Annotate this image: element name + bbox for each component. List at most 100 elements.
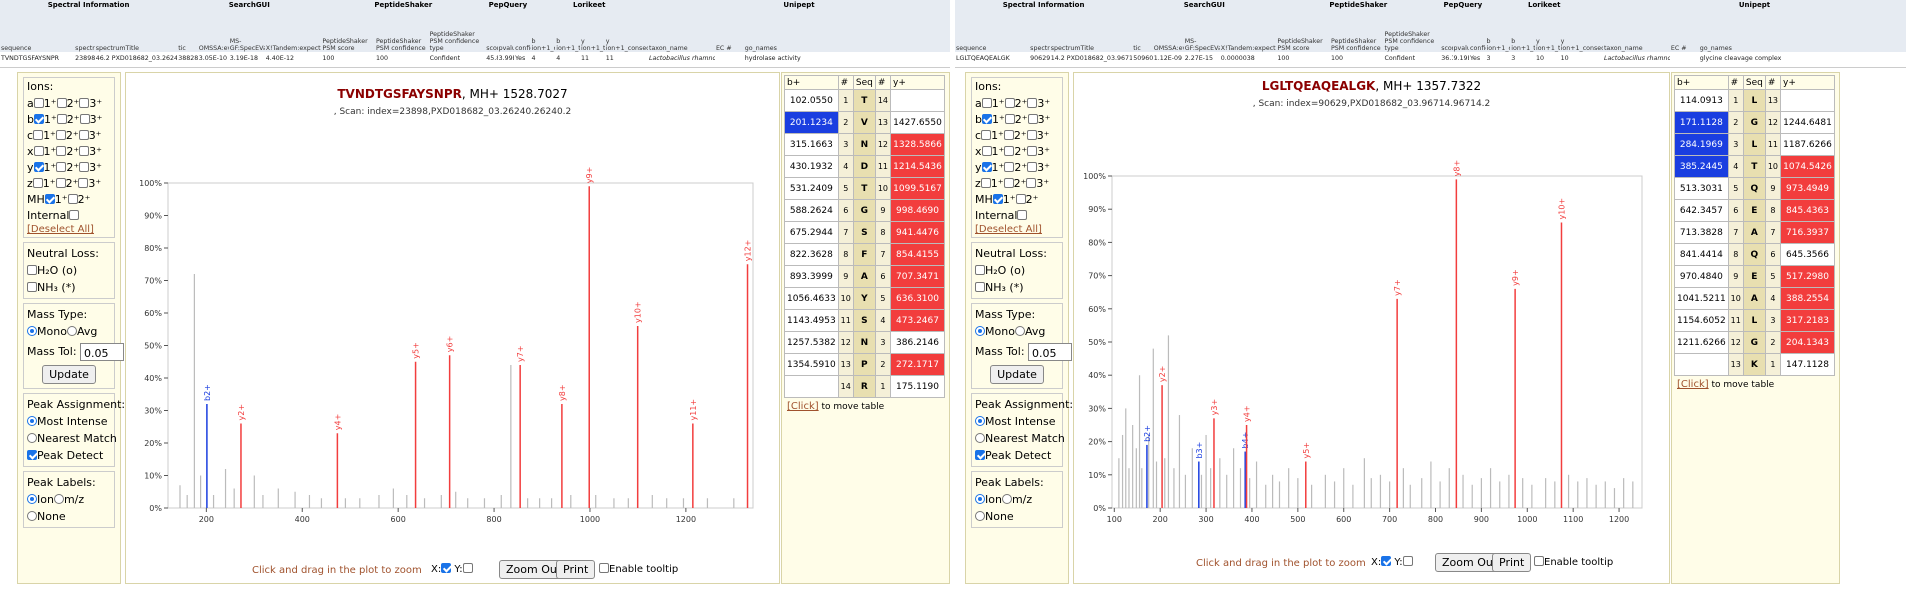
internal-checkbox[interactable] (1017, 210, 1028, 220)
mono-radio[interactable] (975, 326, 985, 336)
ion-charge-checkbox[interactable] (1003, 130, 1014, 140)
ion-charge-checkbox[interactable] (78, 130, 89, 140)
ion-charge-checkbox[interactable] (79, 114, 90, 124)
ion-charge-checkbox[interactable] (1004, 114, 1015, 124)
zoom-x-checkbox[interactable] (441, 563, 452, 573)
deselect-all-link[interactable]: [Deselect All] (975, 224, 1042, 235)
column-headers: sequencespectrumIDspectrumTitleticOMSSA:… (0, 10, 950, 52)
print-button[interactable]: Print (1492, 553, 1532, 572)
peak-label: b3+ (1195, 442, 1204, 459)
h2o-checkbox[interactable] (27, 265, 37, 275)
ion-charge-checkbox[interactable] (981, 162, 992, 172)
ion-charge-checkbox[interactable] (56, 146, 67, 156)
peak-detect-checkbox[interactable] (27, 450, 37, 460)
residue-cell: T (852, 89, 876, 112)
zoom-out-button[interactable]: Zoom Out (499, 560, 569, 579)
residue-cell: N (852, 133, 876, 156)
ion-charge-checkbox[interactable] (33, 130, 44, 140)
mh-1-checkbox[interactable] (992, 194, 1003, 204)
ion-charge-checkbox[interactable] (33, 114, 44, 124)
ion-charge-checkbox[interactable] (32, 178, 43, 188)
ion-charge-checkbox[interactable] (981, 130, 992, 140)
ion-charge-checkbox[interactable] (56, 162, 67, 172)
ion-charge-checkbox[interactable] (1026, 178, 1037, 188)
ion-label-radio[interactable] (975, 494, 985, 504)
ion-charge-checkbox[interactable] (78, 178, 89, 188)
spectrum-plot[interactable]: TVNDTGSFAYSNPR, MH+ 1528.7027 , Scan: in… (125, 72, 780, 584)
ion-charge-checkbox[interactable] (1004, 162, 1015, 172)
nh3-checkbox[interactable] (975, 282, 985, 292)
tooltip-checkbox[interactable] (599, 563, 609, 573)
nearest-match-radio[interactable] (975, 433, 985, 443)
internal-checkbox[interactable] (69, 210, 80, 220)
ion-charge-checkbox[interactable] (33, 146, 44, 156)
ion-charge-checkbox[interactable] (981, 114, 992, 124)
ion-charge-checkbox[interactable] (55, 130, 66, 140)
y-ion-cell: 1427.6550 (890, 111, 946, 134)
tooltip-toggle[interactable]: Enable tooltip (1534, 556, 1613, 568)
ion-charge-checkbox[interactable] (56, 114, 67, 124)
mh-1-checkbox[interactable] (44, 194, 55, 204)
tooltip-toggle[interactable]: Enable tooltip (599, 563, 678, 575)
nh3-checkbox[interactable] (27, 282, 37, 292)
ion-charge-checkbox[interactable] (79, 162, 90, 172)
most-intense-radio[interactable] (27, 416, 37, 426)
mass-tol-input[interactable]: 0.05 (80, 343, 125, 361)
ion-charge-checkbox[interactable] (980, 178, 991, 188)
ion-label-radio[interactable] (27, 494, 37, 504)
move-table-hint: [Click] to move table (787, 401, 944, 412)
h2o-checkbox[interactable] (975, 265, 985, 275)
ion-charge-checkbox[interactable] (1026, 130, 1037, 140)
table-row[interactable]: LGLTQEAQEALGK 90629 14.2 PXD018682_03.9671… (955, 52, 1906, 64)
ion-charge-checkbox[interactable] (1027, 162, 1038, 172)
ion-charge-checkbox[interactable] (33, 162, 44, 172)
ion-charge-checkbox[interactable] (1004, 98, 1015, 108)
spectrum-chart[interactable]: 0% 10% 20% 30% 40% 50% 60% 70% 80% 90% 100% 200 400 6… (126, 113, 781, 573)
ion-charge-checkbox[interactable] (1027, 114, 1038, 124)
move-table-link[interactable]: [Click] (787, 401, 819, 412)
spectrum-plot[interactable]: LGLTQEAQEALGK, MH+ 1357.7322 , Scan: ind… (1073, 72, 1670, 584)
ion-charge-checkbox[interactable] (33, 98, 44, 108)
cell: 3 (1486, 54, 1491, 62)
charge-label: 3⁺ (1036, 129, 1050, 142)
ion-charge-checkbox[interactable] (981, 98, 992, 108)
most-intense-radio[interactable] (975, 416, 985, 426)
update-button[interactable]: Update (42, 365, 96, 384)
none-label-radio[interactable] (975, 511, 985, 521)
residue-cell: T (852, 177, 876, 200)
ion-charge-checkbox[interactable] (1027, 146, 1038, 156)
mono-radio[interactable] (27, 326, 37, 336)
ion-charge-checkbox[interactable] (79, 98, 90, 108)
ion-charge-checkbox[interactable] (981, 146, 992, 156)
mh-2-checkbox[interactable] (67, 194, 78, 204)
ion-charge-checkbox[interactable] (1027, 98, 1038, 108)
mz-label-radio[interactable] (1001, 494, 1012, 504)
update-button[interactable]: Update (990, 365, 1044, 384)
zoom-x-checkbox[interactable] (1381, 556, 1392, 566)
ion-charge-checkbox[interactable] (55, 178, 66, 188)
mass-tol-input[interactable]: 0.05 (1028, 343, 1073, 361)
peak-detect-checkbox[interactable] (975, 450, 985, 460)
avg-radio[interactable] (66, 326, 77, 336)
mz-label-radio[interactable] (53, 494, 64, 504)
mh-2-checkbox[interactable] (1015, 194, 1026, 204)
none-label-radio[interactable] (27, 511, 37, 521)
zoom-y-checkbox[interactable] (1402, 556, 1413, 566)
spectrum-chart[interactable]: 0% 10% 20% 30% 40% 50% 60% 70% 80% 90% 100% 100 200 3… (1074, 111, 1671, 566)
print-button[interactable]: Print (556, 560, 596, 579)
zoom-y-checkbox[interactable] (462, 563, 473, 573)
table-row[interactable]: TVNDTGSFAYSNPR 23898 46.2 PXD018682_03.262… (0, 52, 950, 64)
move-table-link[interactable]: [Click] (1677, 379, 1709, 390)
ion-charge-checkbox[interactable] (1003, 178, 1014, 188)
tooltip-checkbox[interactable] (1534, 556, 1544, 566)
mass-tol-label: Mass Tol: (975, 345, 1025, 358)
plot-area[interactable] (1111, 175, 1643, 509)
nearest-match-radio[interactable] (27, 433, 37, 443)
psm-header: Spectral Information SearchGUI PeptideSh… (955, 0, 1906, 64)
deselect-all-link[interactable]: [Deselect All] (27, 224, 94, 235)
plot-area[interactable] (167, 182, 754, 509)
ion-charge-checkbox[interactable] (56, 98, 67, 108)
avg-radio[interactable] (1014, 326, 1025, 336)
ion-charge-checkbox[interactable] (1004, 146, 1015, 156)
ion-charge-checkbox[interactable] (79, 146, 90, 156)
